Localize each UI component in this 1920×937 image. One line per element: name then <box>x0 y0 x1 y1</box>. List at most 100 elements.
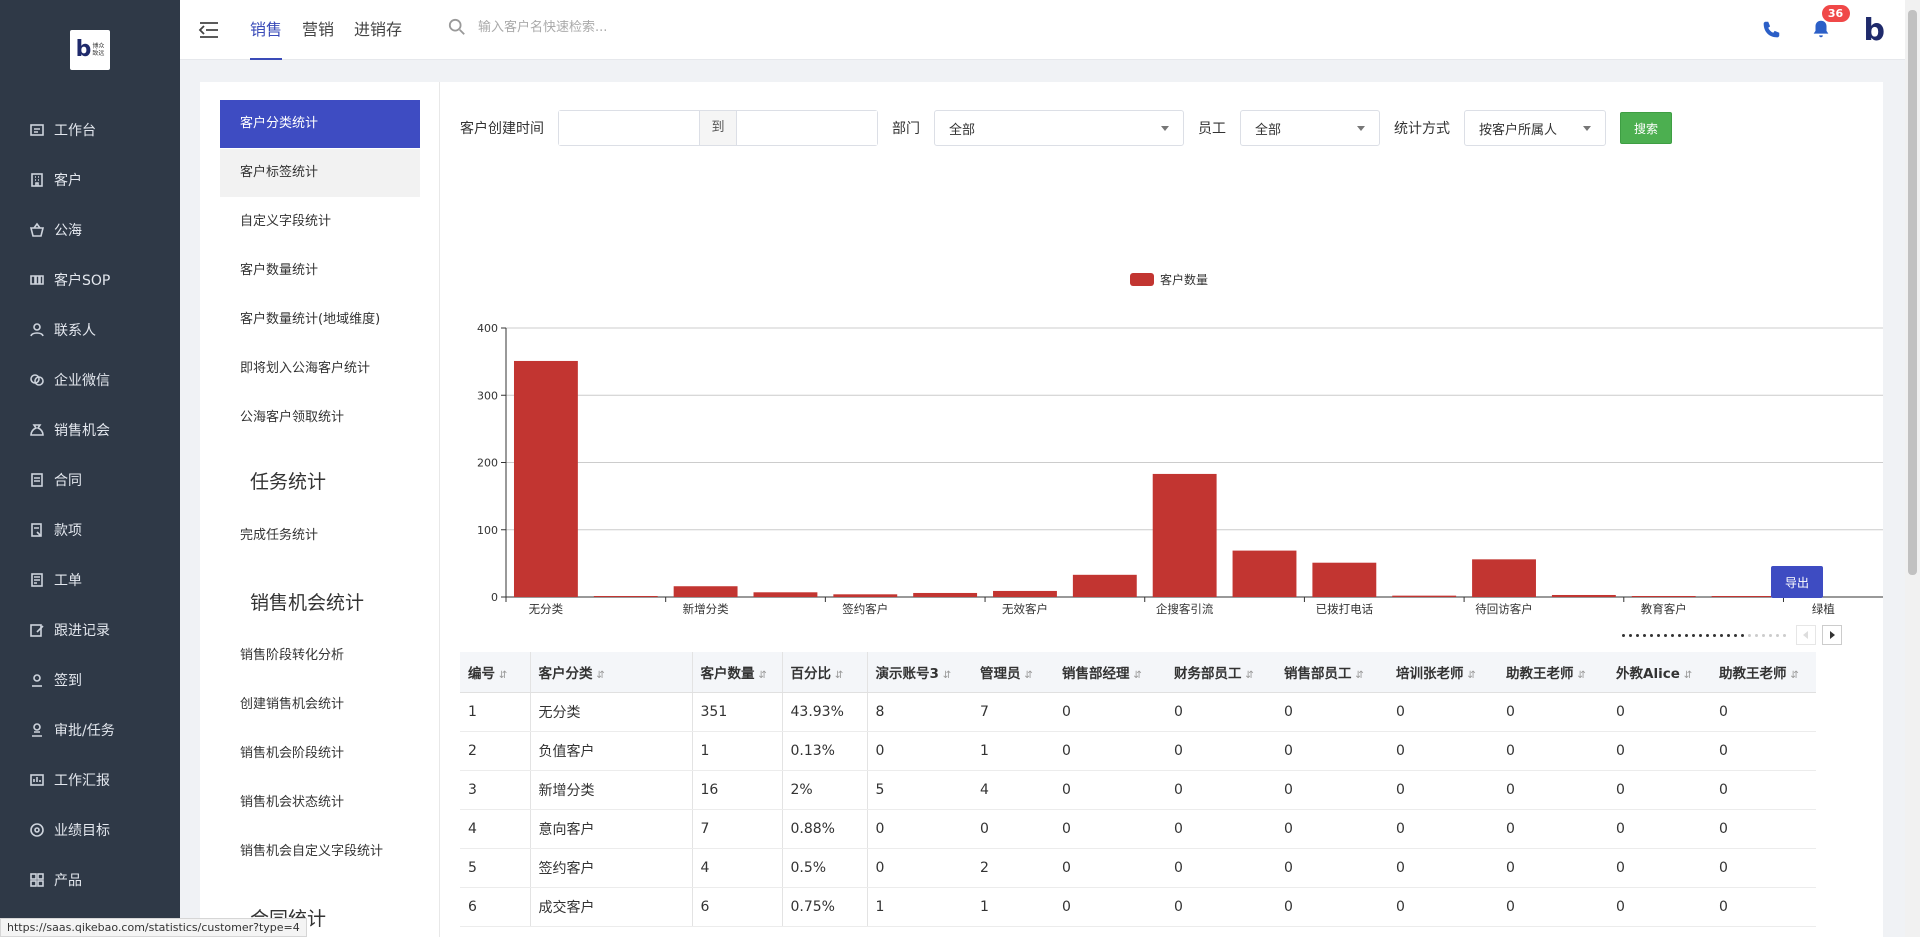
stats-menu-item[interactable]: 自定义字段统计 <box>240 214 332 229</box>
table-cell: 2% <box>781 770 867 810</box>
scroll-thumb[interactable] <box>1908 10 1917 575</box>
table-cell: 无分类 <box>529 692 692 732</box>
column-header[interactable]: 客户数量 ⇵ <box>691 652 782 693</box>
sidebar-nav: 工作台客户公海客户SOP 联系人企业微信 销售机会合同款项 工单 跟进记录 签到审批/任务… <box>0 105 180 905</box>
stats-menu-item[interactable]: 销售机会自定义字段统计 <box>240 844 384 859</box>
person-icon <box>28 321 46 339</box>
table-cell: 0 <box>1498 692 1608 732</box>
column-header[interactable]: 演示账号3 ⇵ <box>866 652 972 693</box>
menu-collapse-icon[interactable] <box>198 20 220 40</box>
department-value: 全部 <box>949 122 976 138</box>
column-header[interactable]: 助教王老师 ⇵ <box>1498 652 1608 693</box>
sidebar-item-0[interactable]: 工作台 <box>0 105 180 155</box>
sidebar-item-label: 联系人 <box>54 323 96 339</box>
column-header[interactable]: 财务部员工 ⇵ <box>1166 652 1276 693</box>
sidebar-item-label: 审批/任务 <box>54 723 115 739</box>
bar-新增分类 <box>673 586 738 597</box>
department-select[interactable]: 全部 <box>934 110 1184 146</box>
sidebar-item-11[interactable]: 签到 <box>0 655 180 705</box>
sidebar-item-1[interactable]: 客户 <box>0 155 180 205</box>
column-header[interactable]: 培训张老师 ⇵ <box>1388 652 1498 693</box>
sidebar-item-15[interactable]: 产品 <box>0 855 180 905</box>
tab-marketing[interactable]: 营销 <box>302 20 335 39</box>
method-select[interactable]: 按客户所属人 <box>1464 110 1606 146</box>
sidebar-item-14[interactable]: 业绩目标 <box>0 805 180 855</box>
x-tick-label: 教育客户 <box>1641 602 1687 616</box>
sidebar-item-9[interactable]: 工单 <box>0 555 180 605</box>
stats-menu-item[interactable]: 客户标签统计 <box>220 149 420 197</box>
sidebar-item-13[interactable]: 工作汇报 <box>0 755 180 805</box>
end-date-input[interactable] <box>737 111 877 145</box>
phone-icon[interactable] <box>1760 19 1782 41</box>
sidebar-item-6[interactable]: 销售机会 <box>0 405 180 455</box>
sidebar-item-3[interactable]: 客户SOP <box>0 255 180 305</box>
column-header[interactable]: 销售部经理 ⇵ <box>1054 652 1166 693</box>
sidebar-item-label: 客户SOP <box>54 273 111 289</box>
column-header[interactable]: 编号 ⇵ <box>460 652 530 693</box>
table-cell: 0 <box>1608 848 1711 888</box>
column-header[interactable]: 助教王老师 ⇵ <box>1711 652 1816 693</box>
employee-select[interactable]: 全部 <box>1240 110 1380 146</box>
tab-inventory[interactable]: 进销存 <box>354 20 403 39</box>
sidebar-item-4[interactable]: 联系人 <box>0 305 180 355</box>
table-cell: 0 <box>1166 770 1276 810</box>
column-header[interactable]: 百分比 ⇵ <box>781 652 867 693</box>
customer-search-input[interactable] <box>478 19 738 35</box>
y-tick-label: 0 <box>491 591 498 604</box>
method-value: 按客户所属人 <box>1479 122 1558 138</box>
sidebar-item-7[interactable]: 合同 <box>0 455 180 505</box>
grid-icon <box>28 871 46 889</box>
column-header[interactable]: 管理员 ⇵ <box>972 652 1054 693</box>
table-cell: 0 <box>1711 809 1816 849</box>
stats-menu-item[interactable]: 销售阶段转化分析 <box>240 648 345 663</box>
sidebar-item-label: 合同 <box>54 473 82 489</box>
sidebar-item-12[interactable]: 审批/任务 <box>0 705 180 755</box>
pager-dot <box>1755 633 1758 637</box>
tab-sales[interactable]: 销售 <box>250 0 283 60</box>
table-cell: 16 <box>691 770 782 810</box>
user-avatar[interactable]: b <box>1863 12 1885 48</box>
stats-menu-item[interactable]: 即将划入公海客户统计 <box>240 361 371 376</box>
stats-menu-item[interactable]: 客户数量统计 <box>240 263 319 278</box>
sidebar-item-10[interactable]: 跟进记录 <box>0 605 180 655</box>
stats-menu-item[interactable]: 销售机会状态统计 <box>240 795 345 810</box>
sidebar-item-label: 客户 <box>54 173 82 189</box>
stats-menu-item[interactable]: 销售机会阶段统计 <box>240 746 345 761</box>
y-tick-label: 300 <box>477 389 498 402</box>
column-header[interactable]: 客户分类 ⇵ <box>529 652 692 693</box>
table-cell: 1 <box>460 692 530 732</box>
column-header-label: 客户数量 <box>700 665 755 682</box>
approval-icon <box>28 721 46 739</box>
stats-menu-item[interactable]: 公海客户领取统计 <box>240 410 345 425</box>
pager-prev-button[interactable] <box>1796 625 1816 645</box>
sort-icon: ⇵ <box>1467 669 1476 681</box>
sidebar-item-8[interactable]: 款项 <box>0 505 180 555</box>
stats-menu-item[interactable]: 完成任务统计 <box>240 528 319 543</box>
payment-icon <box>28 521 46 539</box>
table-cell: 0 <box>866 809 972 849</box>
page-scrollbar[interactable] <box>1905 0 1920 937</box>
pager-next-button[interactable] <box>1822 625 1842 645</box>
employee-value: 全部 <box>1255 122 1282 138</box>
stats-menu-item[interactable]: 客户分类统计 <box>220 100 420 148</box>
table-cell: 0 <box>1054 887 1166 927</box>
search-button[interactable]: 搜索 <box>1620 112 1672 144</box>
company-logo[interactable]: b 博众 致远 <box>70 30 110 70</box>
pager-dot <box>1713 633 1716 637</box>
notification-bell-icon[interactable]: 36 <box>1810 5 1850 42</box>
pager-dot <box>1643 633 1646 637</box>
created-time-label: 客户创建时间 <box>460 121 544 137</box>
export-button[interactable]: 导出 <box>1771 566 1823 598</box>
sidebar-item-2[interactable]: 公海 <box>0 205 180 255</box>
column-header[interactable]: 外教Alice ⇵ <box>1608 652 1711 693</box>
sidebar-item-5[interactable]: 企业微信 <box>0 355 180 405</box>
bar-负值客户 <box>593 596 658 597</box>
column-header[interactable]: 销售部员工 ⇵ <box>1276 652 1388 693</box>
bar-E类客户 <box>1551 594 1616 597</box>
sidebar-item-label: 工作汇报 <box>54 773 110 789</box>
start-date-input[interactable] <box>559 111 699 145</box>
stats-menu-item[interactable]: 创建销售机会统计 <box>240 697 345 712</box>
y-tick-label: 100 <box>477 524 498 537</box>
stats-menu-item[interactable]: 客户数量统计(地域维度) <box>240 312 381 327</box>
sort-icon: ⇵ <box>1133 669 1142 681</box>
